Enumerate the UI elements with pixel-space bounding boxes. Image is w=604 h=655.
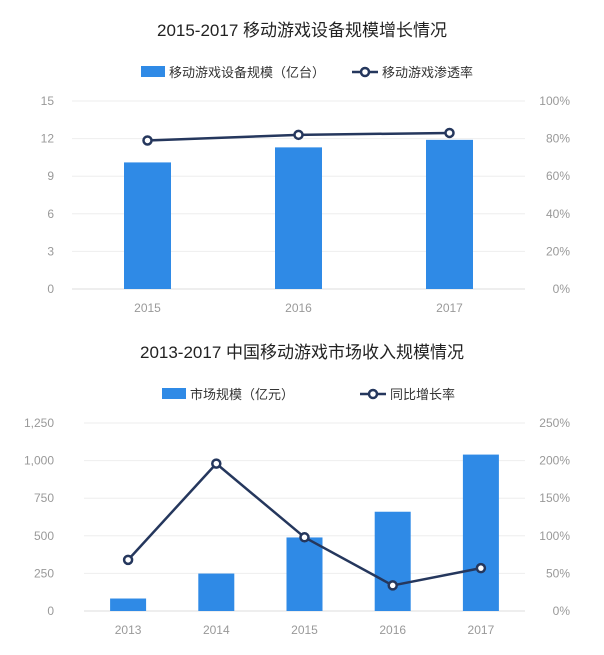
x-tick-label: 2017 (468, 623, 495, 637)
bar-2015 (286, 537, 323, 611)
x-tick-label: 2016 (285, 301, 312, 315)
y-left-tick-label: 250 (34, 566, 54, 580)
y-right-tick-label: 0% (553, 604, 571, 618)
rate-point-2016 (293, 129, 304, 141)
rate-point-2017 (444, 127, 455, 139)
y-left-tick-label: 12 (41, 132, 55, 146)
legend-bar-swatch (141, 66, 165, 77)
x-tick-label: 2014 (203, 623, 230, 637)
y-right-tick-label: 250% (539, 416, 570, 430)
legend-line-label: 移动游戏渗透率 (382, 65, 473, 80)
legend-line-marker (367, 388, 379, 400)
x-tick-label: 2015 (291, 623, 318, 637)
rate-point-2017 (475, 562, 487, 574)
bar-2014 (198, 573, 235, 611)
y-left-tick-label: 9 (47, 169, 54, 183)
y-left-tick-label: 1,250 (24, 416, 54, 430)
y-right-tick-label: 100% (539, 94, 570, 108)
x-tick-label: 2017 (436, 301, 463, 315)
legend-bar-swatch (162, 388, 186, 399)
y-right-tick-label: 150% (539, 491, 570, 505)
x-tick-label: 2016 (379, 623, 406, 637)
x-tick-label: 2015 (134, 301, 161, 315)
y-right-tick-label: 40% (546, 207, 570, 221)
y-left-tick-label: 1,000 (24, 454, 54, 468)
chart-title: 2013-2017 中国移动游戏市场收入规模情况 (140, 343, 464, 362)
y-left-tick-label: 0 (47, 282, 54, 296)
y-left-tick-label: 15 (41, 94, 55, 108)
y-right-tick-label: 60% (546, 169, 570, 183)
chart-legend: 移动游戏设备规模（亿台） 移动游戏渗透率 (141, 65, 473, 80)
bar-2017 (462, 454, 499, 611)
bar-2013 (110, 598, 147, 611)
bar-2016 (374, 511, 411, 611)
legend-line-label: 同比增长率 (390, 387, 455, 402)
x-tick-label: 2013 (115, 623, 142, 637)
y-right-tick-label: 20% (546, 244, 570, 258)
y-right-tick-label: 200% (539, 454, 570, 468)
y-right-tick-label: 100% (539, 529, 570, 543)
y-left-tick-label: 6 (47, 207, 54, 221)
rate-point-2013 (122, 554, 134, 566)
bar-2015 (124, 162, 171, 289)
rate-point-2015 (299, 532, 310, 543)
chart-legend: 市场规模（亿元） 同比增长率 (162, 387, 455, 402)
y-left-tick-label: 3 (47, 244, 54, 258)
legend-bar-label: 移动游戏设备规模（亿台） (169, 65, 325, 80)
rate-point-2015 (142, 135, 153, 146)
bar-2017 (426, 139, 473, 289)
legend-line-marker (359, 66, 371, 78)
rate-point-2016 (387, 580, 398, 591)
y-right-tick-label: 50% (546, 566, 570, 580)
y-right-tick-label: 80% (546, 132, 570, 146)
y-right-tick-label: 0% (553, 282, 571, 296)
y-left-tick-label: 500 (34, 529, 54, 543)
chart-title: 2015-2017 移动游戏设备规模增长情况 (157, 21, 447, 40)
y-left-tick-label: 0 (47, 604, 54, 618)
y-left-tick-label: 750 (34, 491, 54, 505)
legend-bar-label: 市场规模（亿元） (190, 387, 294, 402)
bar-2016 (275, 147, 322, 289)
rate-point-2014 (211, 458, 222, 469)
